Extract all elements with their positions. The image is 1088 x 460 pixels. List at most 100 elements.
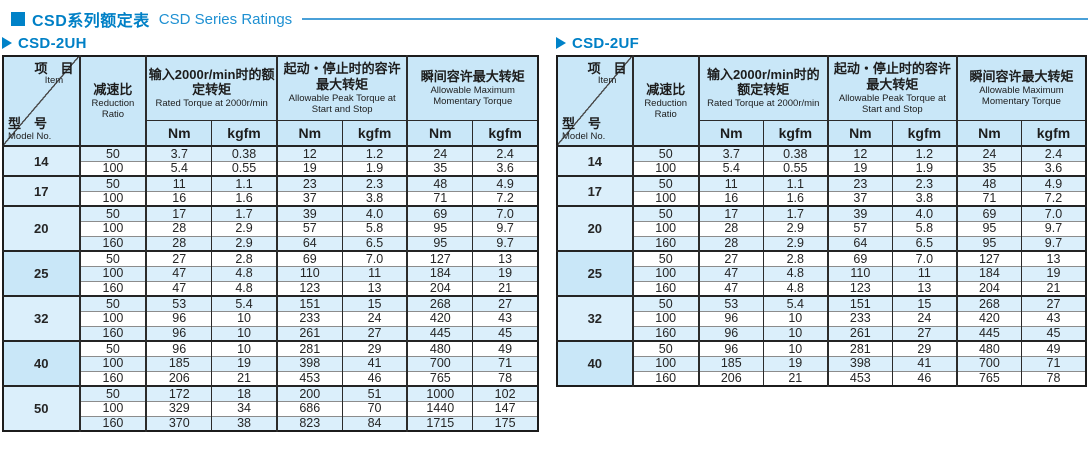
torque-value-cell: 96 [697, 310, 764, 326]
table-row: 100 96 10 233 24 420 43 [557, 310, 1086, 326]
unit-nm-header: Nm [406, 119, 473, 146]
table-row: 17 50 11 1.1 23 2.3 48 4.9 [3, 175, 538, 206]
torque-value-cell: 21 [1020, 280, 1086, 296]
reduction-ratio-cell: 160 [631, 235, 699, 251]
model-number-cell: 25 [557, 250, 633, 296]
torque-value-cell: 1.2 [341, 145, 408, 161]
torque-value-cell: 3.7 [145, 145, 212, 161]
torque-value-cell: 4.8 [211, 265, 277, 281]
torque-value-cell: 13 [472, 250, 538, 266]
model-number-cell: 17 [557, 175, 633, 206]
torque-value-cell: 13 [1020, 250, 1086, 266]
reduction-ratio-cell: 160 [78, 235, 147, 251]
torque-value-cell: 28 [697, 220, 764, 236]
reduction-ratio-cell: 100 [78, 265, 147, 281]
torque-value-cell: 96 [697, 340, 764, 356]
reduction-ratio-cell: 50 [631, 145, 699, 161]
torque-value-cell: 1.9 [891, 160, 957, 176]
torque-value-cell: 9.7 [472, 220, 538, 236]
torque-value-cell: 78 [472, 370, 538, 386]
model-label-en: Model No. [8, 130, 52, 142]
reduction-ratio-cell: 100 [631, 190, 699, 206]
reduction-ratio-cell: 100 [631, 355, 699, 371]
torque-value-cell: 43 [1020, 310, 1086, 326]
table-row: 100 5.4 0.55 19 1.9 35 3.6 [557, 160, 1086, 176]
torque-value-cell: 110 [826, 265, 893, 281]
torque-value-cell: 96 [145, 340, 212, 356]
torque-value-cell: 27 [341, 325, 408, 341]
torque-value-cell: 46 [891, 370, 957, 386]
table-row: 100 96 10 233 24 420 43 [3, 310, 538, 326]
torque-value-cell: 37 [826, 190, 893, 206]
torque-value-cell: 37 [275, 190, 343, 206]
table-row: 20 50 17 1.7 39 4.0 69 7.0 [557, 205, 1086, 251]
torque-value-cell: 184 [406, 265, 473, 281]
torque-value-cell: 453 [275, 370, 343, 386]
torque-value-cell: 24 [955, 145, 1022, 161]
torque-value-cell: 11 [341, 265, 408, 281]
torque-value-cell: 27 [472, 295, 538, 311]
table-row: 160 96 10 261 27 445 45 [3, 325, 538, 341]
reduction-ratio-cell: 160 [78, 325, 147, 341]
torque-value-cell: 1.1 [211, 175, 277, 191]
torque-value-cell: 0.55 [762, 160, 828, 176]
torque-value-cell: 5.4 [145, 160, 212, 176]
torque-value-cell: 127 [406, 250, 473, 266]
torque-value-cell: 51 [341, 385, 408, 401]
torque-value-cell: 0.55 [211, 160, 277, 176]
reduction-ratio-cell: 100 [78, 355, 147, 371]
torque-value-cell: 38 [211, 415, 277, 431]
torque-value-cell: 95 [406, 220, 473, 236]
torque-value-cell: 420 [955, 310, 1022, 326]
torque-value-cell: 19 [472, 265, 538, 281]
torque-value-cell: 7.0 [472, 205, 538, 221]
torque-value-cell: 4.9 [1020, 175, 1086, 191]
torque-value-cell: 1000 [406, 385, 473, 401]
torque-value-cell: 200 [275, 385, 343, 401]
torque-value-cell: 19 [826, 160, 893, 176]
torque-value-cell: 1.6 [211, 190, 277, 206]
tables-row: CSD-2UH 项 目 Item [2, 34, 1088, 432]
torque-value-cell: 10 [211, 310, 277, 326]
torque-value-cell: 2.9 [762, 220, 828, 236]
torque-value-cell: 95 [955, 235, 1022, 251]
torque-value-cell: 281 [826, 340, 893, 356]
torque-value-cell: 700 [406, 355, 473, 371]
reduction-ratio-cell: 160 [78, 415, 147, 431]
torque-value-cell: 47 [145, 265, 212, 281]
item-model-corner-cell: 项 目 Item 型 号 Model No. [557, 56, 633, 146]
torque-value-cell: 420 [406, 310, 473, 326]
torque-value-cell: 39 [275, 205, 343, 221]
reduction-ratio-cell: 50 [78, 340, 147, 356]
torque-value-cell: 2.9 [211, 235, 277, 251]
torque-value-cell: 84 [341, 415, 408, 431]
torque-value-cell: 57 [826, 220, 893, 236]
torque-value-cell: 2.8 [762, 250, 828, 266]
unit-nm-header: Nm [697, 119, 764, 146]
reduction-ratio-cell: 160 [78, 280, 147, 296]
torque-value-cell: 7.0 [1020, 205, 1086, 221]
reduction-ratio-cell: 50 [631, 340, 699, 356]
table-row: 25 50 27 2.8 69 7.0 127 13 [3, 250, 538, 296]
model-label-zh: 型 号 [8, 116, 48, 132]
torque-value-cell: 49 [1020, 340, 1086, 356]
unit-kgfm-header: kgfm [472, 119, 538, 146]
table-row: 14 50 3.7 0.38 12 1.2 24 2.4 [557, 145, 1086, 176]
torque-value-cell: 71 [406, 190, 473, 206]
torque-value-cell: 2.3 [891, 175, 957, 191]
torque-value-cell: 18 [211, 385, 277, 401]
torque-value-cell: 123 [826, 280, 893, 296]
table-row: 100 185 19 398 41 700 71 [557, 355, 1086, 371]
torque-value-cell: 9.7 [472, 235, 538, 251]
torque-value-cell: 185 [697, 355, 764, 371]
torque-value-cell: 102 [472, 385, 538, 401]
torque-value-cell: 64 [275, 235, 343, 251]
torque-value-cell: 2.9 [211, 220, 277, 236]
torque-value-cell: 46 [341, 370, 408, 386]
table-block-csd-2uf: CSD-2UF 项 目 Item [556, 34, 1087, 387]
torque-value-cell: 206 [697, 370, 764, 386]
torque-value-cell: 445 [955, 325, 1022, 341]
ratings-table-csd-2uf: 项 目 Item 型 号 Model No. 减速比 Reduction Rat… [556, 55, 1087, 387]
model-number-cell: 20 [3, 205, 80, 251]
item-label-en: Item [44, 75, 64, 87]
